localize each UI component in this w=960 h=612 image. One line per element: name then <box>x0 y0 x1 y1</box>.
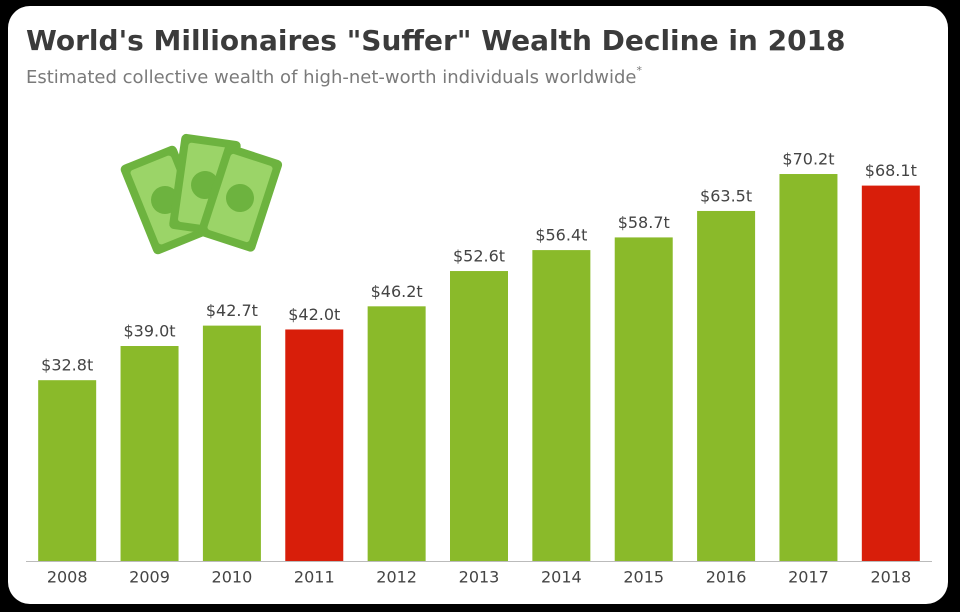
bar <box>367 306 426 561</box>
subtitle-text: Estimated collective wealth of high-net-… <box>26 67 636 88</box>
bar <box>38 380 97 561</box>
value-label: $42.7t <box>206 301 258 320</box>
bar <box>450 271 508 561</box>
x-tick-label: 2010 <box>212 568 253 587</box>
value-label: $42.0t <box>288 305 340 324</box>
bar <box>614 237 673 561</box>
value-label: $52.6t <box>453 247 505 266</box>
subtitle-marker: * <box>636 64 642 77</box>
x-tick-label: 2008 <box>47 568 88 587</box>
chart-subtitle: Estimated collective wealth of high-net-… <box>26 64 642 88</box>
value-label: $56.4t <box>535 226 587 245</box>
x-tick-label: 2017 <box>788 568 829 587</box>
value-label: $63.5t <box>700 186 752 205</box>
value-label: $68.1t <box>865 161 917 180</box>
bar <box>779 174 838 561</box>
x-tick-label: 2016 <box>706 568 747 587</box>
value-label: $58.7t <box>618 213 670 232</box>
bar <box>697 210 756 562</box>
x-tick-label: 2018 <box>870 568 911 587</box>
money-icon <box>120 133 283 255</box>
value-label: $39.0t <box>124 322 176 341</box>
x-tick-label: 2015 <box>623 568 664 587</box>
x-tick-label: 2012 <box>376 568 417 587</box>
x-tick-label: 2009 <box>129 568 170 587</box>
bar <box>861 185 920 561</box>
x-tick-label: 2011 <box>294 568 335 587</box>
value-label: $70.2t <box>782 150 834 169</box>
chart-title: World's Millionaires "Suffer" Wealth Dec… <box>26 24 846 57</box>
value-label: $32.8t <box>41 356 93 375</box>
x-tick-label: 2014 <box>541 568 582 587</box>
bar <box>120 346 179 561</box>
bar <box>285 329 344 561</box>
bar <box>202 325 261 561</box>
value-label: $46.2t <box>371 282 423 301</box>
x-tick-label: 2013 <box>459 568 500 587</box>
bar <box>532 250 591 561</box>
